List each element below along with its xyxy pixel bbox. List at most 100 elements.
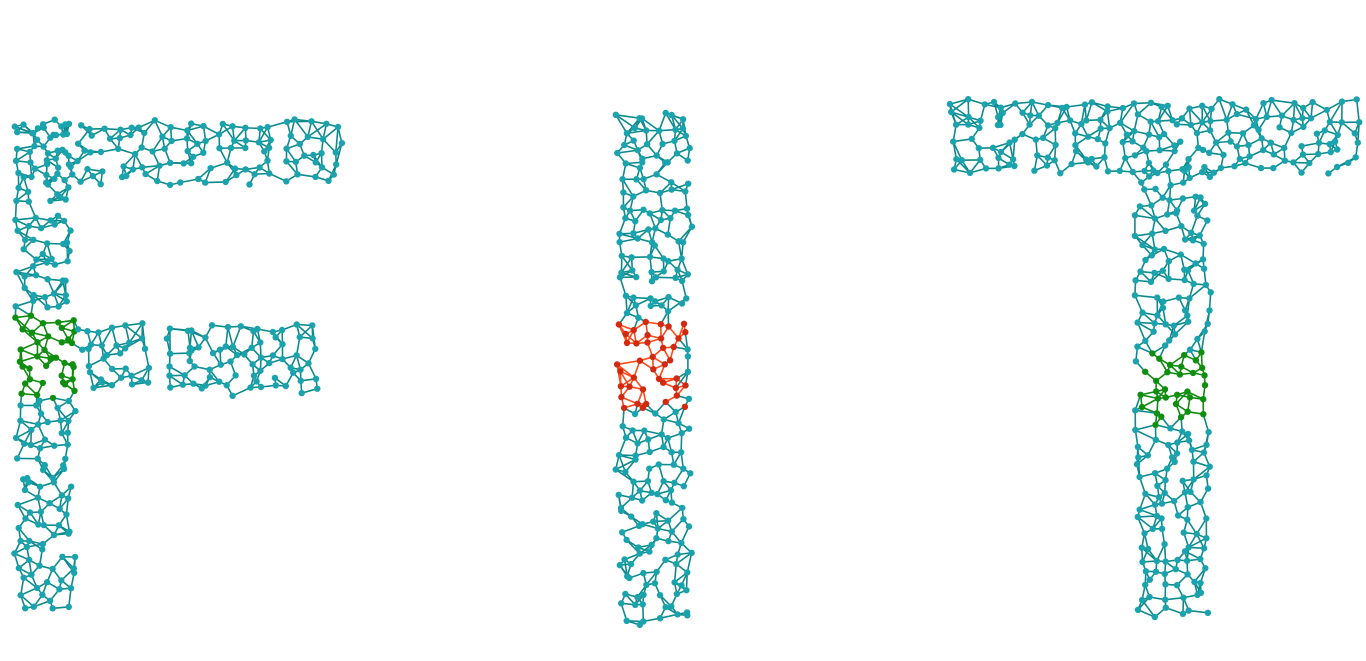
node [1231,163,1238,170]
node [1011,162,1018,170]
node [1353,96,1360,103]
edge [616,363,635,379]
node [292,158,299,166]
node [1179,477,1186,484]
node [626,574,633,582]
node [1351,130,1359,137]
node [678,255,685,262]
node [660,255,667,262]
node [43,579,51,586]
node [1184,267,1192,274]
node [67,483,75,490]
node [1201,328,1208,335]
node [123,172,130,180]
node [1174,556,1181,564]
node [656,189,664,197]
node [639,404,646,411]
node [674,551,681,558]
node [615,451,623,459]
edge [222,123,236,142]
node [619,423,626,430]
edge [266,121,288,128]
node [65,603,73,611]
node [615,491,622,499]
node [665,323,672,330]
node [682,188,689,195]
node [662,109,669,117]
node [167,124,174,131]
node [209,349,217,357]
node [1299,114,1306,122]
node [679,239,687,246]
node [17,417,24,424]
node [36,562,43,569]
node [1290,116,1297,124]
node [139,320,146,327]
node [224,159,231,166]
node [1306,159,1313,167]
edge [616,149,639,154]
node [33,402,40,409]
node [1178,223,1185,230]
node [1136,203,1144,210]
node [1093,163,1100,170]
node [56,505,63,512]
node [665,293,672,301]
node [1166,196,1173,204]
node [249,361,256,368]
node [631,124,639,132]
node [318,164,326,171]
node [660,268,667,275]
node [1054,119,1061,127]
node [1315,139,1323,147]
node [79,346,86,353]
node [670,461,677,468]
node [332,149,339,156]
node [282,382,289,390]
node [1250,122,1258,129]
node [623,617,630,624]
node [116,134,124,142]
node [251,171,258,178]
node [1196,232,1203,239]
node [257,125,264,132]
nodes-layer [11,95,1363,629]
node [69,376,76,383]
node [1177,251,1185,258]
node [65,495,72,502]
node [1257,164,1265,172]
node [1184,312,1191,319]
node [1186,174,1193,182]
node [630,294,637,301]
edge [225,326,229,348]
node [14,455,21,462]
node [1201,372,1208,379]
node [190,380,197,387]
node [1104,103,1111,110]
edge [1134,409,1158,415]
node [966,169,974,177]
edges-layer [13,98,1360,626]
node [629,267,636,274]
node [25,479,32,486]
node [21,486,29,494]
node [39,546,46,553]
node [1199,168,1206,176]
node [16,358,24,365]
node [242,144,249,152]
node [1043,162,1051,169]
node [25,198,32,205]
node [651,580,659,587]
node [965,121,972,128]
node [27,159,34,166]
node [1194,212,1201,219]
node [1174,439,1181,446]
node [18,390,25,397]
node [85,362,93,370]
edge [1134,424,1157,431]
node [253,378,260,385]
node [622,434,630,441]
node [682,382,689,389]
node [127,131,134,139]
node [1298,169,1305,176]
